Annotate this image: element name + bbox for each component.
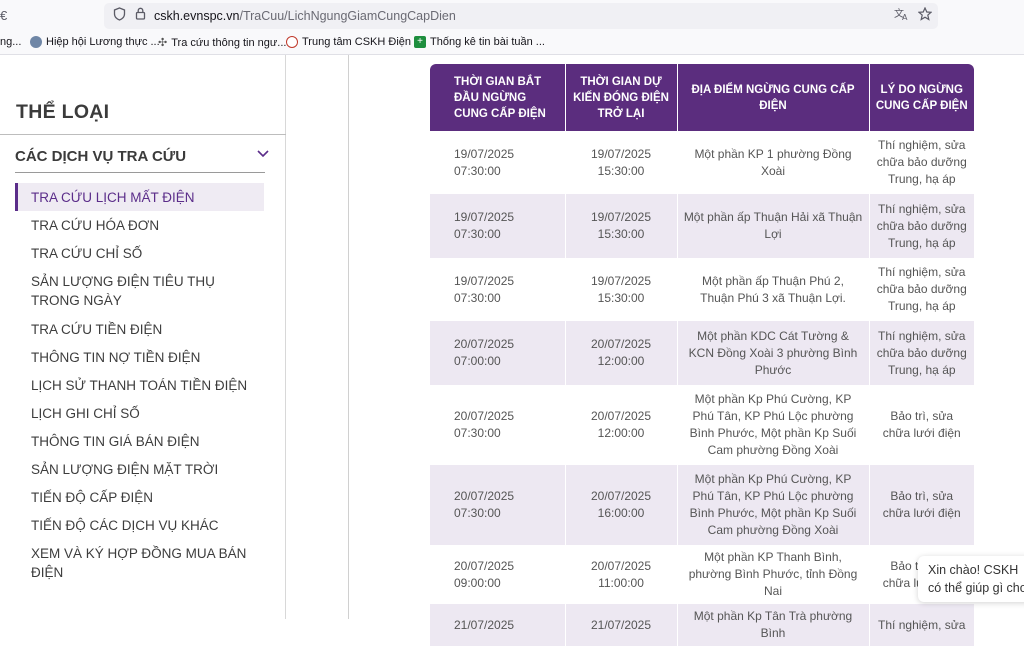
outage-schedule-table: THỜI GIAN BẮT ĐẦU NGỪNG CUNG CẤP ĐIỆN TH… <box>430 64 974 646</box>
table-row: 20/07/2025 07:00:00 20/07/2025 12:00:00 Mộ… <box>430 321 974 385</box>
sidebar-item-tra-cuu-tien-dien[interactable]: TRA CỨU TIỀN ĐIỆN <box>31 322 163 337</box>
table-row: 20/07/2025 09:00:00 20/07/2025 11:00:00 Mộ… <box>430 545 974 604</box>
location-cell: Một phần Kp Phú Cường, KP Phú Tân, KP Ph… <box>677 385 870 465</box>
reason-cell: Thí nghiệm, sửa chữa bảo dưỡng Trung, hạ… <box>869 131 974 194</box>
end-cell: 19/07/2025 15:30:00 <box>565 194 678 258</box>
start-cell: 20/07/2025 07:30:00 <box>430 465 566 545</box>
column-header-start-time: THỜI GIAN BẮT ĐẦU NGỪNG CUNG CẤP ĐIỆN <box>430 64 566 131</box>
globe-icon <box>30 36 42 48</box>
bookmark-item[interactable]: ✣ Tra cứu thông tin ngư... <box>158 36 287 50</box>
sidebar-divider <box>0 134 286 135</box>
reason-cell: Thí nghiệm, sửa <box>869 604 974 646</box>
table-row: 19/07/2025 07:30:00 19/07/2025 15:30:00 Mộ… <box>430 194 974 258</box>
table-row: 19/07/2025 07:30:00 19/07/2025 15:30:00 Mộ… <box>430 131 974 194</box>
sidebar-item-lich-su-thanh-toan[interactable]: LỊCH SỬ THANH TOÁN TIỀN ĐIỆN <box>31 378 248 393</box>
sidebar-item-san-luong-dien-mat-troi[interactable]: SẢN LƯỢNG ĐIỆN MẶT TRỜI <box>31 462 219 477</box>
end-cell: 20/07/2025 11:00:00 <box>565 545 678 604</box>
end-cell: 20/07/2025 12:00:00 <box>565 385 678 465</box>
chat-greeting-line: có thể giúp gì cho <box>928 581 1024 595</box>
bookmark-item[interactable]: Hiệp hội Lương thực ... <box>30 36 160 48</box>
sidebar-item-tien-do-dich-vu-khac[interactable]: TIẾN ĐỘ CÁC DỊCH VỤ KHÁC <box>31 518 219 533</box>
back-button-fragment[interactable]: € <box>0 8 8 23</box>
reason-cell: Thí nghiệm, sửa chữa bảo dưỡng Trung, hạ… <box>869 258 974 321</box>
gear-icon: ✣ <box>158 37 168 49</box>
sidebar-group-toggle[interactable]: CÁC DỊCH VỤ TRA CỨU <box>15 148 270 170</box>
reason-cell: Thí nghiệm, sửa chữa bảo dưỡng Trung, hạ… <box>869 194 974 258</box>
location-cell: Một phần Kp Phú Cường, KP Phú Tân, KP Ph… <box>677 465 870 545</box>
bookmarks-bar: ng... Hiệp hội Lương thực ... ✣ Tra cứu t… <box>0 33 1024 53</box>
content-divider <box>348 55 349 619</box>
sheet-icon: + <box>414 36 426 48</box>
reason-cell: Bảo trì, sửa chữa lưới điện <box>869 465 974 545</box>
location-cell: Một phần KDC Cát Tường & KCN Đồng Xoài 3… <box>677 321 870 385</box>
table-header-row: THỜI GIAN BẮT ĐẦU NGỪNG CUNG CẤP ĐIỆN TH… <box>430 64 974 131</box>
location-cell: Một phần KP Thanh Bình, phường Bình Phướ… <box>677 545 870 604</box>
bookmark-item[interactable]: Trung tâm CSKH Điện ... <box>286 36 423 48</box>
end-cell: 20/07/2025 16:00:00 <box>565 465 678 545</box>
address-bar[interactable]: cskh.evnspc.vn/TraCuu/LichNgungGiamCungC… <box>104 3 938 29</box>
table-row: 19/07/2025 07:30:00 19/07/2025 15:30:00 Mộ… <box>430 258 974 321</box>
evn-icon <box>286 36 298 48</box>
table-row: 20/07/2025 07:30:00 20/07/2025 12:00:00 Mộ… <box>430 385 974 465</box>
table-row: 20/07/2025 07:30:00 20/07/2025 16:00:00 Mộ… <box>430 465 974 545</box>
start-cell: 19/07/2025 07:30:00 <box>430 194 566 258</box>
sidebar-item-tra-cuu-lich-mat-dien[interactable]: TRA CỨU LỊCH MẤT ĐIỆN <box>15 183 264 211</box>
column-header-location: ĐỊA ĐIỂM NGỪNG CUNG CẤP ĐIỆN <box>677 64 870 131</box>
url-host: cskh.evnspc.vn <box>154 9 240 23</box>
shield-icon[interactable] <box>110 7 128 25</box>
browser-toolbar: € cskh.evnspc.vn/TraCuu/LichNgungGiamCun… <box>0 0 1024 55</box>
sidebar-item-lich-ghi-chi-so[interactable]: LỊCH GHI CHỈ SỐ <box>31 406 140 421</box>
svg-text:文: 文 <box>894 7 904 20</box>
end-cell: 21/07/2025 <box>565 604 678 646</box>
chat-greeting-bubble[interactable]: Xin chào! CSKH có thể giúp gì cho <box>918 556 1024 602</box>
chevron-down-icon[interactable] <box>256 146 270 162</box>
end-cell: 20/07/2025 12:00:00 <box>565 321 678 385</box>
sidebar-group-label: CÁC DỊCH VỤ TRA CỨU <box>15 148 187 165</box>
sidebar-item-tra-cuu-hoa-don[interactable]: TRA CỨU HÓA ĐƠN <box>31 218 160 233</box>
start-cell: 20/07/2025 07:00:00 <box>430 321 566 385</box>
location-cell: Một phần KP 1 phường Đồng Xoài <box>677 131 870 194</box>
sidebar-divider <box>15 172 265 173</box>
column-header-reason: LÝ DO NGỪNG CUNG CẤP ĐIỆN <box>869 64 974 131</box>
column-header-end-time: THỜI GIAN DỰ KIẾN ĐÓNG ĐIỆN TRỞ LẠI <box>565 64 678 131</box>
chat-greeting-line: Xin chào! CSKH <box>928 563 1019 577</box>
start-cell: 21/07/2025 <box>430 604 566 646</box>
sidebar-item-san-luong-dien-tieu-thu[interactable]: SẢN LƯỢNG ĐIỆN TIÊU THỤ TRONG NGÀY <box>31 274 215 308</box>
url-path: /TraCuu/LichNgungGiamCungCapDien <box>239 9 456 23</box>
location-cell: Một phần Kp Tân Trà phường Bình <box>677 604 870 646</box>
sidebar-item-tra-cuu-chi-so[interactable]: TRA CỨU CHỈ SỐ <box>31 246 143 261</box>
sidebar: THỂ LOẠI CÁC DỊCH VỤ TRA CỨU TRA CỨU LỊC… <box>0 55 286 619</box>
sidebar-item-ky-hop-dong[interactable]: XEM VÀ KÝ HỢP ĐỒNG MUA BÁN ĐIỆN <box>31 546 247 580</box>
star-bookmark-icon[interactable] <box>916 6 934 25</box>
start-cell: 19/07/2025 07:30:00 <box>430 258 566 321</box>
start-cell: 20/07/2025 09:00:00 <box>430 545 566 604</box>
end-cell: 19/07/2025 15:30:00 <box>565 131 678 194</box>
sidebar-item-thong-tin-no-tien-dien[interactable]: THÔNG TIN NỢ TIỀN ĐIỆN <box>31 350 201 365</box>
location-cell: Một phần ấp Thuận Phú 2, Thuận Phú 3 xã … <box>677 258 870 321</box>
sidebar-item-thong-tin-gia-ban-dien[interactable]: THÔNG TIN GIÁ BÁN ĐIỆN <box>31 434 200 449</box>
bookmark-item[interactable]: + Thống kê tin bài tuần ... <box>414 36 545 48</box>
sidebar-heading: THỂ LOẠI <box>16 101 110 123</box>
start-cell: 19/07/2025 07:30:00 <box>430 131 566 194</box>
reason-cell: Bảo trì, sửa chữa lưới điện <box>869 385 974 465</box>
bookmark-item[interactable]: ng... <box>0 36 22 48</box>
end-cell: 19/07/2025 15:30:00 <box>565 258 678 321</box>
lock-icon[interactable] <box>131 7 149 25</box>
start-cell: 20/07/2025 07:30:00 <box>430 385 566 465</box>
reason-cell: Thí nghiệm, sửa chữa bảo dưỡng Trung, hạ… <box>869 321 974 385</box>
url-text[interactable]: cskh.evnspc.vn/TraCuu/LichNgungGiamCungC… <box>154 9 456 23</box>
sidebar-item-tien-do-cap-dien[interactable]: TIẾN ĐỘ CẤP ĐIỆN <box>31 490 154 505</box>
location-cell: Một phần ấp Thuận Hải xã Thuận Lợi <box>677 194 870 258</box>
table-row: 21/07/2025 21/07/2025 Một phần Kp Tân Tr… <box>430 604 974 646</box>
svg-text:A: A <box>902 13 908 21</box>
